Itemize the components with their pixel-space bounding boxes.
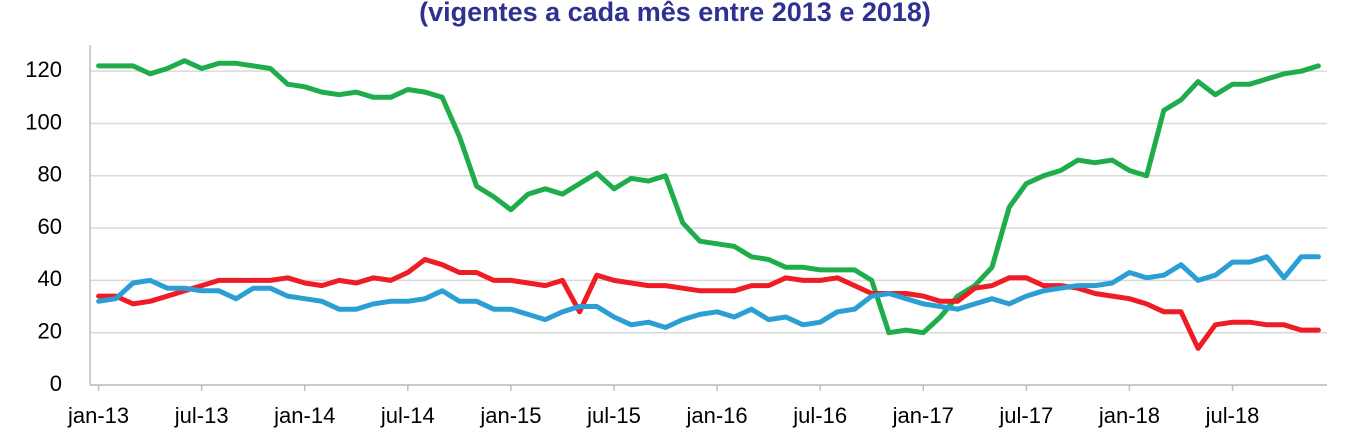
y-tick-label: 40 bbox=[38, 266, 62, 291]
y-tick-label: 80 bbox=[38, 162, 62, 187]
x-tick-label: jul-17 bbox=[998, 403, 1053, 428]
x-tick-label: jan-14 bbox=[273, 403, 335, 428]
y-tick-label: 0 bbox=[50, 371, 62, 396]
x-tick-label: jul-15 bbox=[586, 403, 641, 428]
y-tick-label: 60 bbox=[38, 214, 62, 239]
x-tick-label: jan-15 bbox=[479, 403, 541, 428]
series-line bbox=[96, 257, 1321, 351]
series-line bbox=[96, 254, 1321, 330]
y-tick-label: 20 bbox=[38, 319, 62, 344]
x-tick-label: jan-18 bbox=[1098, 403, 1160, 428]
y-tick-label: 100 bbox=[25, 109, 62, 134]
x-tick-label: jul-13 bbox=[174, 403, 229, 428]
chart-title: (vigentes a cada mês entre 2013 e 2018) bbox=[419, 0, 931, 27]
x-tick-label: jan-17 bbox=[892, 403, 954, 428]
x-tick-label: jul-18 bbox=[1205, 403, 1260, 428]
y-tick-label: 120 bbox=[25, 57, 62, 82]
x-tick-label: jan-16 bbox=[686, 403, 748, 428]
x-tick-label: jul-16 bbox=[792, 403, 847, 428]
x-tick-label: jan-13 bbox=[67, 403, 129, 428]
series-line bbox=[96, 58, 1321, 336]
x-tick-label: jul-14 bbox=[380, 403, 435, 428]
